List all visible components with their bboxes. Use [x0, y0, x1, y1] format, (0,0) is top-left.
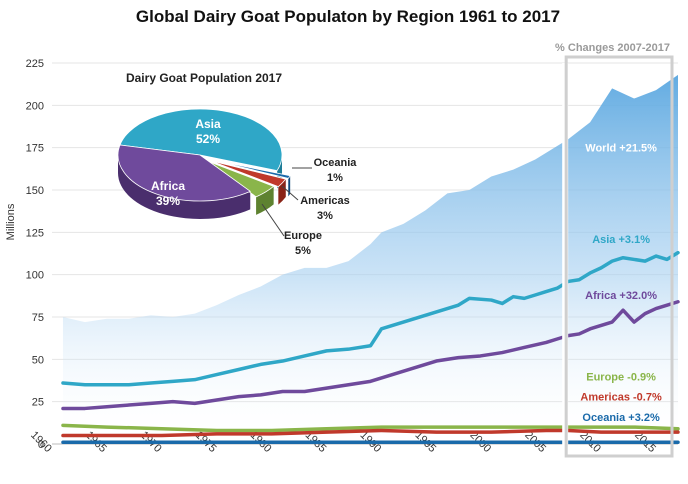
pie-label-name: Africa: [151, 179, 185, 193]
y-tick-label: 225: [26, 58, 44, 70]
y-tick-label: 125: [26, 227, 44, 239]
changes-box-frame: [564, 55, 674, 458]
pie-leader-line: [261, 203, 285, 237]
change-label: Americas -0.7%: [580, 392, 662, 404]
y-tick-label: 175: [26, 143, 44, 155]
y-tick-label: 150: [26, 185, 44, 197]
pie-slice-oceania: [212, 159, 291, 179]
change-label: World +21.5%: [585, 143, 657, 155]
change-label: Africa +32.0%: [585, 290, 657, 302]
pie-label-pct: 52%: [196, 132, 220, 146]
pie-title: Dairy Goat Population 2017: [126, 71, 282, 85]
y-tick-label: 50: [32, 354, 44, 366]
y-tick-label: 0: [38, 439, 44, 451]
y-tick-label: 200: [26, 100, 44, 112]
change-label: Europe -0.9%: [586, 371, 656, 383]
changes-box: % Changes 2007-2017 World +21.5% Asia +3.1…: [555, 42, 674, 458]
series-line-africa: [61, 300, 680, 411]
pie-label-name: Americas: [300, 195, 350, 207]
series-line-europe: [61, 423, 680, 433]
x-tick-label: 1960: [28, 429, 54, 455]
pie-label-pct: 1%: [327, 172, 343, 184]
pie-label-pct: 3%: [317, 210, 333, 222]
pie-label-pct: 39%: [156, 194, 180, 208]
y-tick-label: 75: [32, 312, 44, 324]
series-line-americas: [61, 428, 680, 438]
y-axis-ticks: 0 25 50 75 100 125 150 175 200 225: [26, 58, 44, 451]
y-tick-label: 100: [26, 270, 44, 282]
changes-box-title: % Changes 2007-2017: [555, 42, 670, 54]
y-tick-label: 25: [32, 397, 44, 409]
pie-wall-europe: [256, 186, 274, 215]
chart-title: Global Dairy Goat Populaton by Region 19…: [136, 7, 560, 26]
pie-label-pct: 5%: [295, 245, 311, 257]
series-area-world: [62, 74, 678, 444]
pie-leader-line: [281, 185, 299, 201]
change-label: Oceania +3.2%: [582, 412, 660, 424]
series-group: [61, 63, 680, 445]
pie-slice-africa: [117, 144, 252, 202]
pie-slice-asia: [119, 108, 283, 172]
change-label: Asia +3.1%: [592, 234, 650, 246]
pie-label-name: Europe: [284, 230, 322, 242]
series-line-asia: [61, 250, 680, 387]
y-axis-label: Millions: [5, 203, 17, 240]
pie-label-name: Asia: [195, 117, 221, 131]
pie-slice-europe: [205, 160, 275, 198]
pie-slice-americas: [210, 160, 287, 188]
pie-label-name: Oceania: [314, 157, 358, 169]
pie-wall-africa: [118, 155, 251, 220]
